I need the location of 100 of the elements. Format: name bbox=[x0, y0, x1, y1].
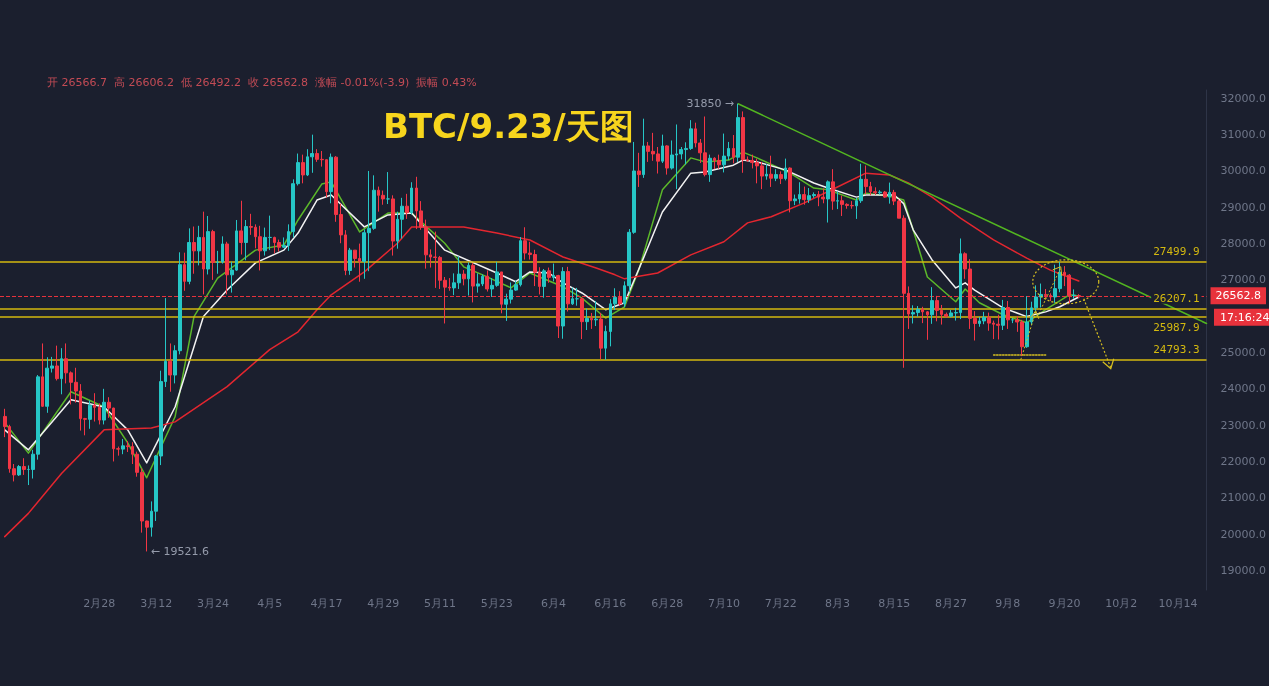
candlestick bbox=[1006, 300, 1010, 330]
candlestick bbox=[1025, 295, 1029, 349]
candlestick bbox=[121, 438, 125, 455]
candlestick bbox=[665, 144, 669, 176]
candlestick bbox=[17, 464, 21, 477]
candlestick bbox=[708, 154, 712, 183]
candlestick bbox=[779, 170, 783, 185]
candlestick bbox=[348, 247, 352, 276]
ref-line-label: 24793.3 bbox=[1153, 343, 1200, 357]
x-tick-label: 6月16 bbox=[594, 597, 627, 610]
x-tick-label: 4月29 bbox=[367, 597, 400, 610]
x-tick-label: 4月17 bbox=[310, 597, 343, 610]
candlestick bbox=[594, 300, 598, 327]
candlestick bbox=[221, 235, 224, 265]
candlestick bbox=[22, 457, 26, 476]
candlestick bbox=[391, 194, 395, 257]
candlestick bbox=[60, 347, 63, 395]
y-tick-label: 31000.0 bbox=[1220, 128, 1267, 142]
chart-subtitle: 开 26566.7 高 26606.2 低 26492.2 收 26562.8 涨幅 -0.01%(-3.9) 振幅 0.43% bbox=[47, 76, 477, 89]
candlestick bbox=[88, 399, 92, 430]
candlestick bbox=[225, 241, 229, 295]
candlestick bbox=[329, 153, 333, 204]
candlestick bbox=[788, 166, 792, 213]
candlestick bbox=[769, 155, 773, 188]
candlestick bbox=[542, 268, 546, 299]
candlestick bbox=[826, 179, 830, 224]
candlestick bbox=[637, 152, 641, 188]
candlestick bbox=[547, 267, 551, 284]
candlestick bbox=[192, 226, 196, 275]
candlestick bbox=[604, 325, 607, 361]
candlestick bbox=[736, 103, 740, 163]
y-tick-label: 21000.0 bbox=[1220, 491, 1267, 505]
x-tick-label: 9月20 bbox=[1048, 597, 1081, 610]
x-tick-label: 5月23 bbox=[480, 597, 513, 610]
candlestick bbox=[277, 239, 281, 253]
candlestick bbox=[552, 263, 555, 282]
candlestick bbox=[722, 133, 726, 173]
candlestick bbox=[168, 342, 172, 393]
x-tick-label: 5月11 bbox=[424, 597, 457, 610]
candlestick bbox=[921, 306, 924, 324]
candlestick bbox=[183, 252, 186, 292]
candlestick bbox=[102, 388, 106, 425]
candlestick bbox=[216, 250, 219, 275]
x-tick-label: 6月28 bbox=[651, 597, 684, 610]
candlestick bbox=[585, 308, 589, 331]
x-tick-label: 6月4 bbox=[541, 597, 567, 610]
y-tick-label: 29000.0 bbox=[1220, 200, 1267, 214]
y-tick-label: 27000.0 bbox=[1220, 273, 1267, 287]
y-tick-label: 25000.0 bbox=[1220, 346, 1267, 360]
x-tick-label: 7月22 bbox=[764, 597, 797, 610]
candlestick bbox=[410, 181, 413, 216]
candlestick bbox=[774, 168, 778, 182]
annotation: 31850 → bbox=[686, 97, 735, 111]
candlestick bbox=[590, 312, 593, 330]
candlestick bbox=[244, 219, 248, 261]
candlestick bbox=[982, 311, 986, 325]
candlestick bbox=[1001, 299, 1005, 331]
candlestick bbox=[873, 186, 877, 196]
x-tick-label: 4月5 bbox=[257, 597, 283, 610]
x-tick-label: 9月8 bbox=[995, 597, 1021, 610]
candlestick bbox=[301, 154, 305, 184]
candlestick bbox=[561, 266, 565, 340]
x-tick-label: 10月14 bbox=[1158, 597, 1198, 610]
candlestick bbox=[310, 134, 314, 174]
candlestick bbox=[930, 286, 934, 325]
candlestick bbox=[386, 171, 390, 205]
x-tick-label: 10月2 bbox=[1105, 597, 1138, 610]
x-tick-label: 3月12 bbox=[140, 597, 173, 610]
candlestick bbox=[741, 110, 745, 174]
candlestick bbox=[476, 272, 480, 294]
candlestick bbox=[485, 269, 489, 293]
candlestick bbox=[765, 163, 768, 181]
ref-line-label: 26207.1 bbox=[1153, 291, 1200, 305]
y-tick-label: 22000.0 bbox=[1220, 454, 1267, 468]
x-tick-label: 3月24 bbox=[196, 597, 229, 610]
candlestick bbox=[996, 314, 1000, 340]
x-tick-label: 8月27 bbox=[935, 597, 968, 610]
y-tick-label: 32000.0 bbox=[1220, 91, 1267, 105]
ref-line-label: 26562.8 bbox=[1215, 289, 1262, 303]
candlestick bbox=[642, 118, 645, 179]
candlestick bbox=[926, 310, 929, 341]
candlestick bbox=[878, 189, 882, 196]
candlestick bbox=[831, 168, 835, 211]
x-tick-label: 8月3 bbox=[824, 597, 850, 610]
ref-line-label: 27499.9 bbox=[1153, 244, 1200, 258]
candlestick bbox=[883, 190, 887, 199]
candlestick bbox=[93, 392, 96, 423]
candlestick bbox=[661, 134, 664, 164]
candlestick bbox=[202, 211, 205, 295]
x-tick-label: 2月28 bbox=[83, 597, 116, 610]
candlestick bbox=[263, 227, 267, 257]
candlestick bbox=[467, 261, 470, 297]
candlestick bbox=[211, 229, 215, 281]
y-tick-label: 19000.0 bbox=[1220, 563, 1267, 577]
candlestick bbox=[239, 200, 243, 255]
candlestick bbox=[98, 402, 101, 425]
candlestick bbox=[821, 187, 825, 204]
y-tick-label: 24000.0 bbox=[1220, 382, 1267, 396]
x-tick-label: 7月10 bbox=[707, 597, 740, 610]
candlestick bbox=[732, 134, 735, 164]
